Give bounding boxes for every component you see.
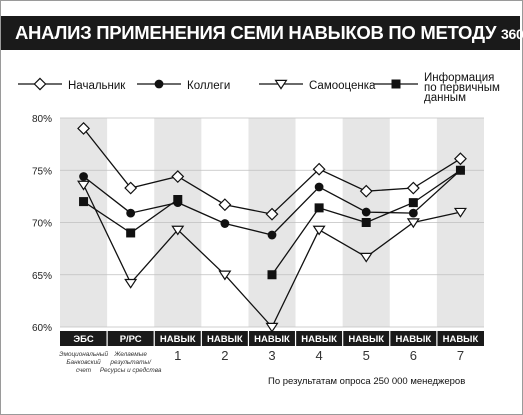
data-point [312,162,326,176]
data-point [312,225,326,236]
category-note: Банковский [66,358,101,366]
data-point [77,180,91,191]
category-label: НАВЫК [301,334,337,345]
category-label: Р/РС [120,334,142,345]
data-point [79,172,88,181]
data-point [361,218,371,227]
category-label: НАВЫК [207,334,243,345]
category-number: 2 [221,348,228,363]
legend-label: Самооценка [309,80,376,92]
legend-label: Начальник [68,80,126,92]
category-label: НАВЫК [254,334,290,345]
data-point [408,198,418,208]
data-point [218,270,232,281]
category-note: Ресурсы и средства [100,366,162,374]
chart-title-main: АНАЛИЗ ПРИМЕНЕНИЯ СЕМИ НАВЫКОВ ПО МЕТОДУ [15,22,497,43]
data-point [220,219,230,228]
category-number: 5 [363,348,370,363]
data-point [408,208,418,218]
category-label: НАВЫК [160,334,196,345]
data-point [77,122,91,135]
category-number: 1 [174,348,181,363]
data-point [124,181,138,195]
source-note: По результатам опроса 250 000 менеджеров [268,376,466,387]
data-point [267,230,277,240]
y-tick-label: 80% [32,114,52,125]
category-number: 4 [315,348,322,363]
legend-label: по первичным [424,82,500,94]
y-tick-label: 65% [32,271,52,282]
category-number: 7 [457,348,464,363]
data-point [79,197,89,207]
category-label: НАВЫК [395,334,431,345]
data-point [406,181,420,195]
data-point [453,152,467,166]
data-point [455,165,465,175]
data-point [314,182,324,192]
series-3 [77,180,467,333]
legend-marker [274,79,288,90]
series-4 [79,165,465,280]
category-note: Желаемые [113,351,147,358]
y-tick-label: 60% [32,323,52,334]
data-point [265,207,279,221]
legend-marker [391,79,401,89]
data-point [406,218,420,229]
y-tick-label: 75% [32,166,52,177]
title-bar: АНАЛИЗ ПРИМЕНЕНИЯ СЕМИ НАВЫКОВ ПО МЕТОДУ… [1,16,523,50]
data-point [267,270,277,280]
legend-marker [33,77,47,91]
data-point [359,252,373,263]
data-point [314,203,324,213]
data-point [171,170,185,183]
chart-title-suffix: 360° [501,26,523,42]
category-label: ЭБС [73,334,93,345]
data-point [359,184,373,198]
category-number: 6 [410,348,417,363]
data-point [265,322,279,333]
data-point [124,278,138,289]
y-tick-label: 70% [32,219,52,230]
category-bar [60,331,484,346]
category-note: Эмоциональный [59,350,108,358]
legend-marker [154,79,164,89]
category-note: результаты/ [109,359,152,366]
legend-label: Информация [424,72,494,84]
data-point [361,207,371,217]
legend-label: Коллеги [187,80,230,92]
data-point [453,207,467,218]
data-point [173,195,183,205]
data-point [126,208,136,218]
series-1 [77,122,467,221]
data-point [171,225,185,236]
category-number: 3 [268,348,275,363]
data-point [218,198,232,212]
category-label: НАВЫК [443,334,479,345]
legend-label: данным [424,92,466,104]
category-label: НАВЫК [348,334,384,345]
data-point [126,228,136,238]
chart-title: АНАЛИЗ ПРИМЕНЕНИЯ СЕМИ НАВЫКОВ ПО МЕТОДУ… [15,20,523,47]
category-note: счет [76,367,92,374]
